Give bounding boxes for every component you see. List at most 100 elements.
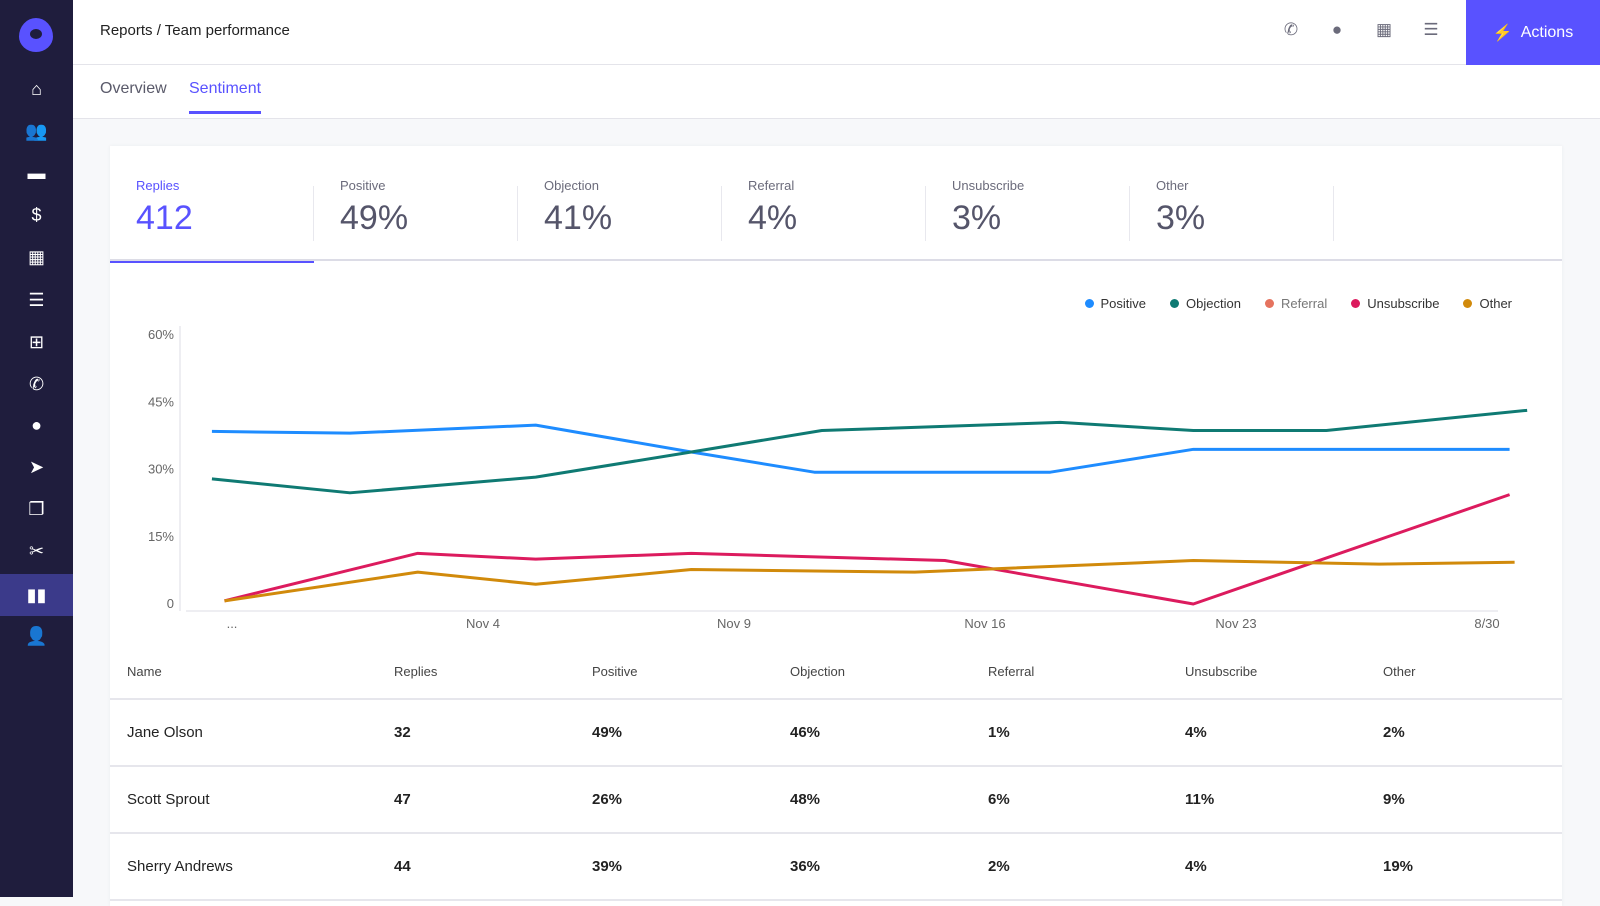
- legend-item[interactable]: Other: [1463, 296, 1512, 311]
- x-tick-label: Nov 23: [1215, 616, 1256, 631]
- dollar-icon[interactable]: $: [31, 204, 42, 225]
- lightning-icon: ⚡: [1492, 24, 1513, 42]
- x-tick-label: 8/30: [1474, 616, 1499, 631]
- legend-dot: [1351, 299, 1361, 308]
- phone-icon[interactable]: ✆: [28, 373, 45, 394]
- stat-unsubscribe[interactable]: Unsubscribe 3%: [952, 178, 1025, 237]
- cell-value: 36%: [790, 858, 821, 875]
- scissors-icon[interactable]: ✂: [28, 540, 45, 561]
- cell-value: 44: [394, 858, 411, 875]
- x-tick-label: Nov 9: [717, 616, 751, 631]
- legend-item[interactable]: Referral: [1264, 296, 1328, 311]
- reports-icon[interactable]: ▮▮: [0, 574, 73, 616]
- cell-value: 2%: [1383, 724, 1405, 741]
- cell-value: 48%: [790, 791, 821, 808]
- table-row[interactable]: Scott Sprout 47 26% 48% 6% 11% 9%: [110, 767, 1562, 834]
- legend-item[interactable]: Positive: [1084, 296, 1147, 311]
- briefcase-icon[interactable]: ▬: [27, 162, 46, 183]
- legend-dot: [1170, 299, 1180, 308]
- col-other[interactable]: Other: [1383, 664, 1416, 679]
- y-tick-label: 15%: [148, 529, 174, 544]
- x-tick-label: ...: [227, 616, 238, 631]
- cell-value: 4%: [1185, 858, 1207, 875]
- cell-name: Sherry Andrews: [127, 858, 233, 875]
- chart-legend: Positive Objection Referral Unsubscribe Othe…: [1084, 296, 1512, 311]
- stats-row: Replies 412 Positive 49% Objection 41% Refe…: [110, 146, 1562, 263]
- calendar-icon[interactable]: ▦: [1375, 20, 1393, 39]
- y-tick-label: 0: [167, 596, 174, 611]
- team-table: Name Replies Positive Objection Referral…: [110, 636, 1562, 901]
- cell-value: 32: [394, 724, 411, 741]
- y-tick-label: 45%: [148, 394, 174, 409]
- import-icon[interactable]: ⊞: [28, 331, 45, 352]
- col-unsubscribe[interactable]: Unsubscribe: [1185, 664, 1258, 679]
- cell-value: 9%: [1383, 791, 1405, 808]
- cell-value: 19%: [1383, 858, 1414, 875]
- stat-other[interactable]: Other 3%: [1156, 178, 1206, 237]
- cell-value: 2%: [988, 858, 1010, 875]
- x-tick-label: Nov 16: [964, 616, 1005, 631]
- legend-dot: [1264, 299, 1274, 308]
- cell-value: 46%: [790, 724, 821, 741]
- series-line-unsubscribe: [224, 493, 1511, 606]
- legend-label: Objection: [1186, 296, 1241, 311]
- y-tick-label: 60%: [148, 327, 174, 342]
- people-icon[interactable]: 👥: [25, 120, 48, 141]
- col-referral[interactable]: Referral: [988, 664, 1035, 679]
- sentiment-line-chart: 60% 45% 30% 15% 0... Nov 4 Nov 9 Nov 16 Nov 23 8/…: [148, 326, 1528, 631]
- series-line-positive: [211, 423, 1510, 474]
- copy-icon[interactable]: ❐: [28, 498, 45, 519]
- home-icon[interactable]: ⌂: [31, 78, 42, 99]
- tasks-icon[interactable]: ☰: [1423, 20, 1439, 39]
- x-tick-label: Nov 4: [466, 616, 500, 631]
- cell-value: 26%: [592, 791, 623, 808]
- send-icon[interactable]: ➤: [28, 456, 45, 477]
- cell-value: 49%: [592, 724, 623, 741]
- sidebar: ⌂ 👥 ▬ $ ▦ ☰ ⊞ ✆ ● ➤ ❐ ✂ ▮▮ 👤: [0, 0, 73, 897]
- stat-positive[interactable]: Positive 49%: [340, 178, 409, 237]
- phone-icon[interactable]: ✆: [1283, 20, 1299, 39]
- cell-value: 1%: [988, 724, 1010, 741]
- stat-replies[interactable]: Replies 412: [110, 146, 314, 263]
- col-name[interactable]: Name: [127, 664, 162, 679]
- cell-name: Scott Sprout: [127, 791, 210, 808]
- legend-label: Other: [1479, 296, 1512, 311]
- breadcrumb: Reports / Team performance: [100, 22, 290, 39]
- legend-label: Unsubscribe: [1367, 296, 1440, 311]
- calendar-icon[interactable]: ▦: [27, 246, 45, 267]
- col-objection[interactable]: Objection: [790, 664, 845, 679]
- tasks-icon[interactable]: ☰: [28, 289, 45, 310]
- legend-dot: [1084, 299, 1094, 308]
- actions-button[interactable]: ⚡ Actions: [1466, 0, 1600, 65]
- tab-overview[interactable]: Overview: [100, 80, 167, 97]
- legend-label: Positive: [1100, 296, 1147, 311]
- legend-item[interactable]: Objection: [1170, 296, 1241, 311]
- cell-value: 4%: [1185, 724, 1207, 741]
- report-card: Replies 412 Positive 49% Objection 41% Refe…: [110, 146, 1562, 906]
- user-icon[interactable]: 👤: [25, 625, 48, 646]
- legend-item[interactable]: Unsubscribe: [1351, 296, 1439, 311]
- tab-bar: Overview Sentiment: [73, 65, 1600, 119]
- series-line-other: [224, 559, 1515, 603]
- chat-icon[interactable]: ●: [1331, 20, 1343, 39]
- legend-dot: [1463, 299, 1473, 308]
- cell-value: 11%: [1185, 791, 1215, 808]
- col-replies[interactable]: Replies: [394, 664, 438, 679]
- y-tick-label: 30%: [148, 462, 174, 477]
- tab-sentiment[interactable]: Sentiment: [189, 80, 262, 114]
- legend-label: Referral: [1280, 296, 1328, 311]
- cell-value: 6%: [988, 791, 1010, 808]
- stat-referral[interactable]: Referral 4%: [748, 178, 798, 237]
- header: Reports / Team performance ✆ ● ▦ ☰ ⚡ Acti…: [73, 0, 1600, 65]
- cell-value: 39%: [592, 858, 623, 875]
- cell-name: Jane Olson: [127, 724, 203, 741]
- table-row[interactable]: Sherry Andrews 44 39% 36% 2% 4% 19%: [110, 834, 1562, 901]
- col-positive[interactable]: Positive: [592, 664, 638, 679]
- table-row[interactable]: Jane Olson 32 49% 46% 1% 4% 2%: [110, 700, 1562, 767]
- series-line-objection: [211, 408, 1528, 495]
- cell-value: 47: [394, 791, 411, 808]
- stat-objection[interactable]: Objection 41%: [544, 178, 613, 237]
- logo[interactable]: [19, 18, 53, 52]
- table-header: Name Replies Positive Objection Referral…: [110, 636, 1562, 700]
- chat-icon[interactable]: ●: [31, 414, 42, 435]
